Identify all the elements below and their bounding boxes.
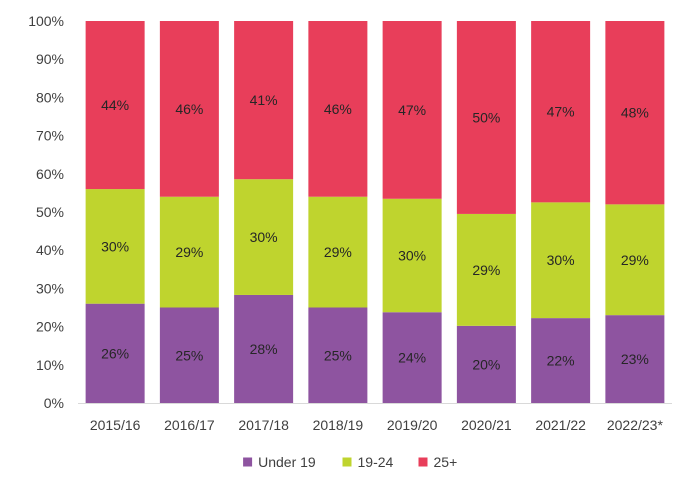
y-tick-label: 30% xyxy=(36,280,64,296)
y-tick-label: 100% xyxy=(28,13,64,29)
y-tick-label: 60% xyxy=(36,166,64,182)
data-label: 30% xyxy=(547,252,575,268)
y-tick-label: 40% xyxy=(36,242,64,258)
x-tick-label: 2021/22 xyxy=(535,417,586,433)
data-label: 23% xyxy=(621,351,649,367)
bar-segment-19-24 xyxy=(456,213,516,326)
legend-swatch-under-19 xyxy=(243,457,253,467)
bar-segment-under-19 xyxy=(308,307,368,403)
data-label: 25% xyxy=(324,347,352,363)
y-tick-label: 10% xyxy=(36,357,64,373)
y-tick-label: 70% xyxy=(36,128,64,144)
bar-segment-under-19 xyxy=(159,307,219,403)
legend-swatch-19-24 xyxy=(342,457,352,467)
legend-label-under-19: Under 19 xyxy=(258,454,316,470)
data-label: 22% xyxy=(547,353,575,369)
data-label: 47% xyxy=(398,102,426,118)
bar-segment-under-19 xyxy=(605,315,665,403)
y-axis: 0% 10% 20% 30% 40% 50% 60% 70% 80% 90% 100% xyxy=(28,13,64,411)
data-label: 25% xyxy=(175,347,203,363)
bar-segment-25-plus xyxy=(159,21,219,197)
y-tick-label: 20% xyxy=(36,319,64,335)
legend-swatch-25-plus xyxy=(418,457,428,467)
data-label: 20% xyxy=(472,356,500,372)
data-label: 50% xyxy=(472,109,500,125)
data-label: 29% xyxy=(621,252,649,268)
bar-segment-19-24 xyxy=(85,189,145,304)
bar-segment-25-plus xyxy=(85,21,145,190)
bar-segment-19-24 xyxy=(234,179,294,295)
bar-segment-under-19 xyxy=(85,303,145,403)
legend-label-25-plus: 25+ xyxy=(434,454,458,470)
data-label: 30% xyxy=(398,247,426,263)
bar-segment-25-plus xyxy=(456,21,516,214)
data-label: 26% xyxy=(101,345,129,361)
y-tick-label: 90% xyxy=(36,51,64,67)
bar-segment-19-24 xyxy=(605,204,665,316)
y-tick-label: 50% xyxy=(36,204,64,220)
legend: Under 19 19-24 25+ xyxy=(243,454,457,470)
x-tick-label: 2022/23* xyxy=(607,417,664,433)
bar-segment-25-plus xyxy=(234,21,294,180)
bar-segment-19-24 xyxy=(308,196,368,308)
y-tick-label: 0% xyxy=(44,395,64,411)
bar-segment-under-19 xyxy=(234,294,294,403)
bar-segment-19-24 xyxy=(159,196,219,308)
data-label: 30% xyxy=(101,238,129,254)
data-label: 48% xyxy=(621,105,649,121)
x-tick-label: 2016/17 xyxy=(164,417,215,433)
data-label: 41% xyxy=(250,92,278,108)
data-label: 47% xyxy=(547,104,575,120)
legend-label-19-24: 19-24 xyxy=(358,454,394,470)
data-label: 29% xyxy=(324,244,352,260)
bar-segment-25-plus xyxy=(382,21,442,199)
bar-segment-under-19 xyxy=(531,318,591,403)
data-label: 24% xyxy=(398,350,426,366)
y-tick-label: 80% xyxy=(36,89,64,105)
data-label: 29% xyxy=(175,244,203,260)
bar-segment-25-plus xyxy=(308,21,368,197)
bar-segment-under-19 xyxy=(382,312,442,403)
bar-segment-25-plus xyxy=(605,21,665,205)
bar-segment-19-24 xyxy=(531,202,591,319)
data-label: 28% xyxy=(250,341,278,357)
data-label: 29% xyxy=(472,262,500,278)
data-label: 30% xyxy=(250,229,278,245)
data-label: 44% xyxy=(101,97,129,113)
bar-segment-under-19 xyxy=(456,325,516,403)
x-tick-label: 2015/16 xyxy=(90,417,141,433)
data-label: 46% xyxy=(175,101,203,117)
data-label: 46% xyxy=(324,101,352,117)
bar-segment-25-plus xyxy=(531,21,591,203)
x-tick-label: 2018/19 xyxy=(313,417,364,433)
x-tick-label: 2020/21 xyxy=(461,417,512,433)
x-axis: 2015/16 2016/17 2017/18 2018/19 2019/20 2020/… xyxy=(90,417,664,433)
x-tick-label: 2019/20 xyxy=(387,417,438,433)
bar-segment-19-24 xyxy=(382,198,442,313)
bars: 26% 30% 44% 25% 29% 46% 28% 30% 41% 25% 29% 46% 24% 3… xyxy=(85,21,665,403)
x-tick-label: 2017/18 xyxy=(238,417,289,433)
